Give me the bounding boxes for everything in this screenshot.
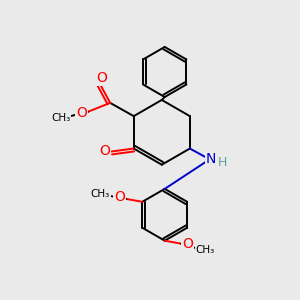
Text: CH₃: CH₃ — [195, 244, 215, 254]
Text: CH₃: CH₃ — [51, 112, 70, 123]
Text: O: O — [96, 71, 107, 85]
Text: CH₃: CH₃ — [91, 190, 110, 200]
Text: O: O — [76, 106, 87, 120]
Text: H: H — [218, 156, 227, 169]
Text: O: O — [100, 145, 111, 158]
Text: O: O — [114, 190, 125, 204]
Text: N: N — [205, 152, 216, 166]
Text: O: O — [182, 237, 193, 251]
